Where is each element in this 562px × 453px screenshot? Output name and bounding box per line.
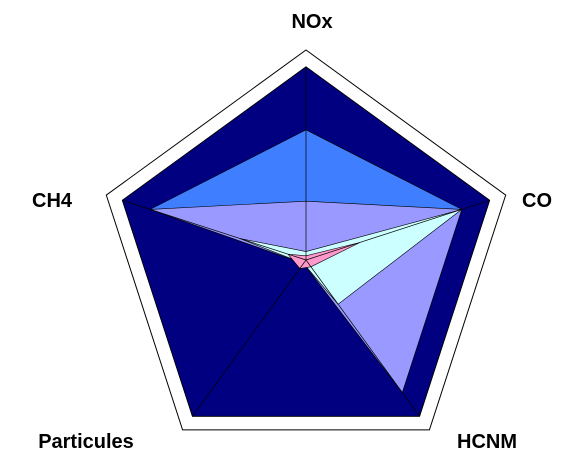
axis-label-co: CO — [522, 190, 552, 212]
radar-series-5 — [287, 242, 361, 269]
radar-spoke-ch4 — [122, 199, 307, 261]
radar-spokes — [122, 66, 490, 417]
radar-spoke-particules — [192, 259, 307, 417]
axis-label-particules: Particules — [38, 431, 134, 453]
radar-spoke-hcnm — [305, 259, 420, 417]
radar-spoke-co — [305, 199, 490, 261]
axis-label-hcnm: HCNM — [457, 431, 517, 453]
radar-series-4 — [239, 209, 462, 305]
radar-plot-border — [121, 66, 491, 417]
axis-label-ch4: CH4 — [32, 190, 73, 212]
radar-series-group — [121, 66, 491, 417]
axis-label-nox: NOx — [291, 11, 332, 33]
